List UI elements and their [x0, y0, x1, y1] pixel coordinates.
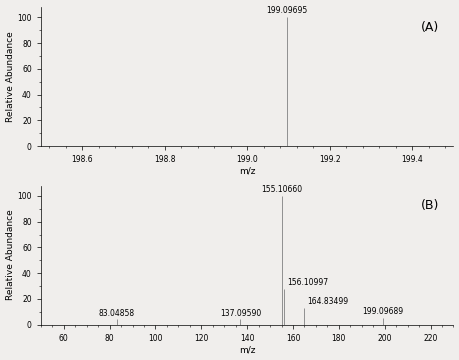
X-axis label: m/z: m/z — [239, 346, 255, 355]
Y-axis label: Relative Abundance: Relative Abundance — [6, 31, 15, 122]
Text: 199.09695: 199.09695 — [267, 6, 308, 15]
Y-axis label: Relative Abundance: Relative Abundance — [6, 210, 15, 301]
Text: 83.04858: 83.04858 — [99, 309, 134, 318]
Text: (B): (B) — [420, 199, 439, 212]
Text: 155.10660: 155.10660 — [261, 185, 302, 194]
Text: 164.83499: 164.83499 — [308, 297, 349, 306]
Text: 156.10997: 156.10997 — [287, 278, 329, 287]
X-axis label: m/z: m/z — [239, 167, 255, 176]
Text: 137.09590: 137.09590 — [220, 309, 261, 318]
Text: 199.09689: 199.09689 — [362, 307, 403, 316]
Text: (A): (A) — [420, 21, 439, 34]
